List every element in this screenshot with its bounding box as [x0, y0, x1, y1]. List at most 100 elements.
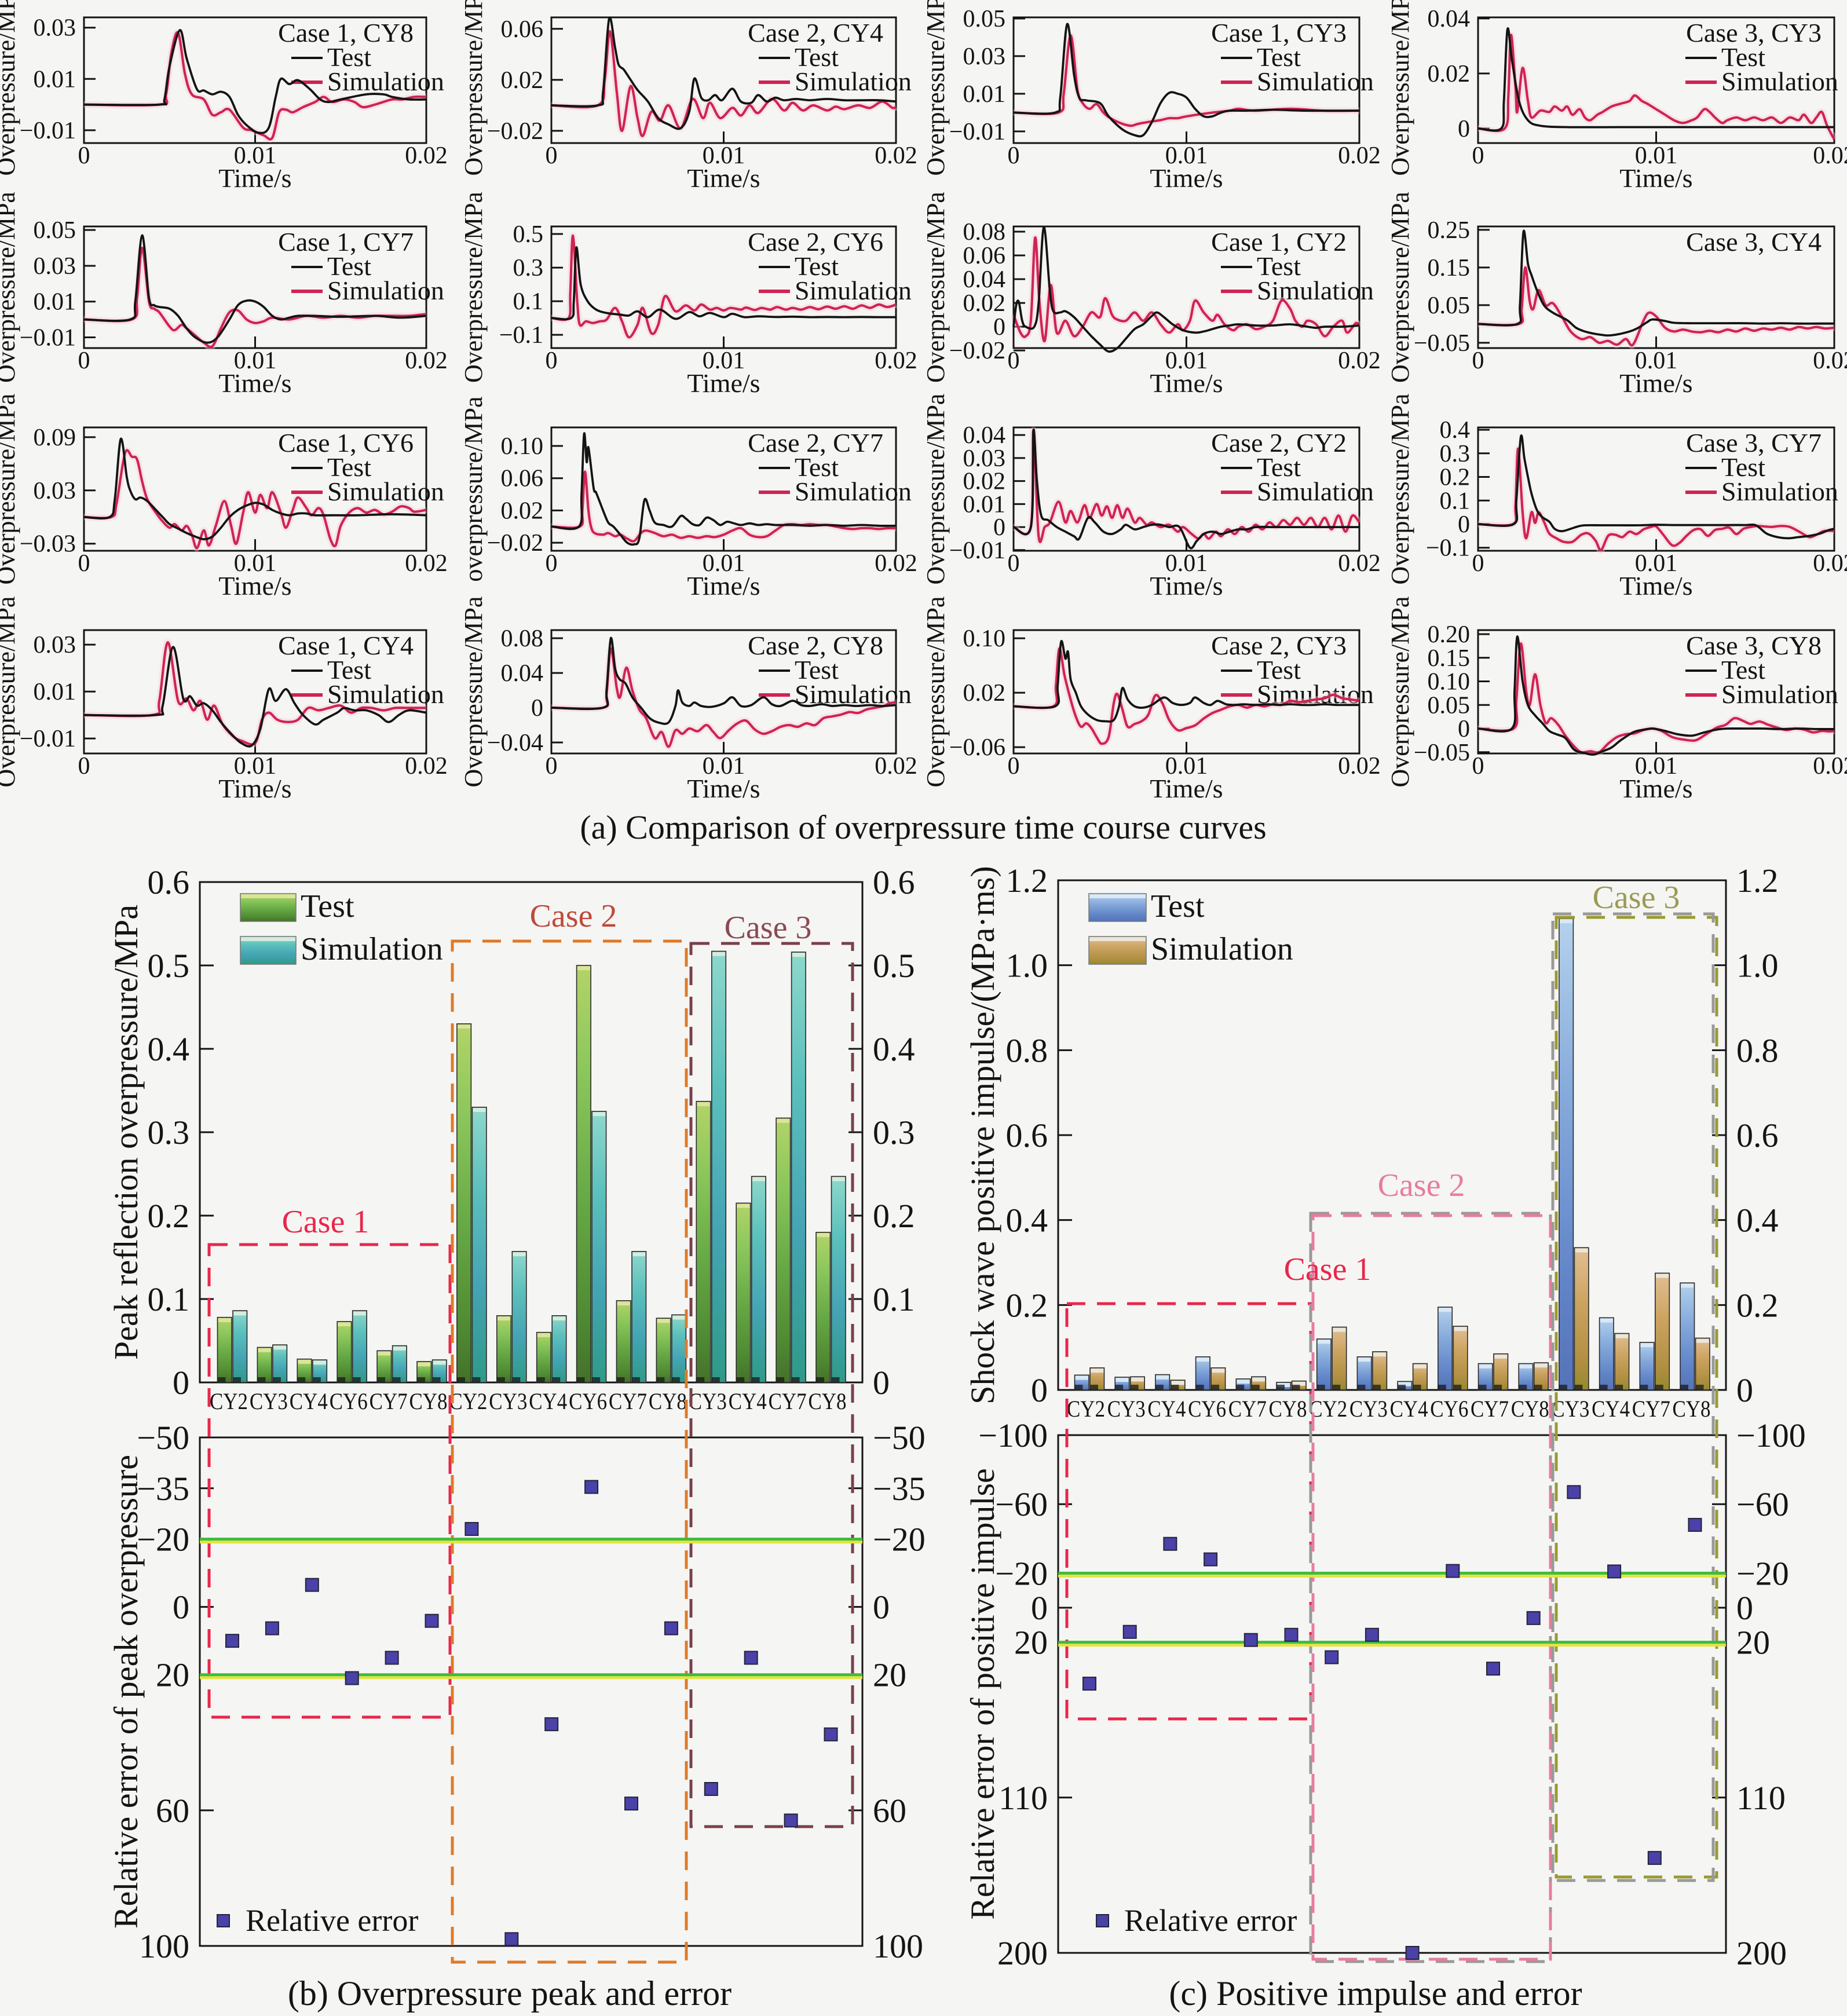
svg-text:Test: Test [327, 42, 371, 72]
svg-text:0.8: 0.8 [1006, 1031, 1048, 1069]
svg-text:Test: Test [327, 452, 371, 482]
svg-text:Simulation: Simulation [795, 67, 912, 96]
svg-text:0.15: 0.15 [1428, 255, 1471, 281]
svg-text:0: 0 [546, 142, 558, 169]
svg-text:−0.01: −0.01 [20, 118, 76, 144]
svg-text:Time/s: Time/s [687, 571, 760, 601]
svg-text:Case 1, CY3: Case 1, CY3 [1211, 18, 1347, 47]
svg-text:0.02: 0.02 [1813, 347, 1847, 374]
svg-text:−0.05: −0.05 [1414, 740, 1470, 766]
svg-text:CY8: CY8 [809, 1388, 847, 1414]
svg-text:Shock wave positive impulse/(M: Shock wave positive impulse/(MPa·ms) [964, 866, 1001, 1404]
svg-text:0.03: 0.03 [34, 632, 76, 658]
svg-text:CY2: CY2 [210, 1388, 248, 1414]
svg-text:−0.04: −0.04 [487, 730, 543, 756]
svg-text:0.02: 0.02 [1338, 142, 1381, 169]
svg-text:0.1: 0.1 [873, 1280, 915, 1318]
svg-text:0.6: 0.6 [1006, 1117, 1048, 1154]
svg-text:CY3: CY3 [250, 1388, 288, 1414]
svg-text:Case 1: Case 1 [1284, 1252, 1371, 1287]
svg-text:Test: Test [795, 251, 839, 281]
svg-text:0: 0 [546, 550, 558, 577]
svg-text:−0.05: −0.05 [1414, 330, 1470, 357]
svg-text:−0.1: −0.1 [499, 322, 543, 349]
svg-text:0.01: 0.01 [1165, 347, 1208, 374]
svg-text:Relative error of positive imp: Relative error of positive impulse [964, 1468, 1001, 1920]
svg-text:Relative error: Relative error [246, 1903, 418, 1938]
svg-text:Simulation: Simulation [795, 276, 912, 305]
svg-text:110: 110 [1736, 1779, 1786, 1817]
svg-text:Overpressure/MPa: Overpressure/MPa [1386, 0, 1414, 175]
svg-text:Overpressure/MPa: Overpressure/MPa [459, 192, 488, 383]
svg-text:Case 3, CY8: Case 3, CY8 [1686, 631, 1822, 660]
svg-text:CY6: CY6 [1430, 1396, 1468, 1422]
svg-text:1.2: 1.2 [1006, 862, 1048, 899]
svg-text:Peak reflection overpressure/M: Peak reflection overpressure/MPa [107, 905, 145, 1360]
svg-text:0.02: 0.02 [405, 550, 448, 577]
svg-text:CY6: CY6 [330, 1388, 368, 1414]
svg-text:CY3: CY3 [689, 1388, 727, 1414]
svg-text:Simulation: Simulation [327, 679, 444, 709]
svg-text:Case 2, CY7: Case 2, CY7 [748, 428, 883, 458]
svg-text:Case 1, CY6: Case 1, CY6 [278, 428, 414, 458]
svg-text:0.03: 0.03 [963, 445, 1006, 472]
svg-text:Overpressure/MPa: Overpressure/MPa [459, 597, 488, 788]
svg-text:Case 2, CY6: Case 2, CY6 [748, 227, 883, 257]
svg-text:0.2: 0.2 [1006, 1286, 1048, 1324]
svg-text:100: 100 [873, 1927, 923, 1965]
svg-text:0.06: 0.06 [501, 466, 544, 492]
svg-text:−0.01: −0.01 [20, 324, 76, 351]
svg-text:0.01: 0.01 [703, 347, 745, 374]
svg-text:0.4: 0.4 [1736, 1202, 1779, 1239]
svg-text:CY3: CY3 [489, 1388, 527, 1414]
svg-text:0: 0 [78, 550, 90, 577]
svg-text:0.2: 0.2 [148, 1197, 190, 1235]
svg-text:Case 2: Case 2 [530, 898, 617, 934]
svg-text:Overpressure/MPa: Overpressure/MPa [1386, 192, 1414, 383]
svg-text:0.08: 0.08 [501, 625, 544, 652]
svg-text:0.01: 0.01 [703, 753, 745, 780]
svg-text:0: 0 [1472, 142, 1484, 169]
svg-text:0.04: 0.04 [963, 266, 1006, 293]
svg-text:−100: −100 [978, 1417, 1048, 1454]
svg-text:Test: Test [795, 655, 839, 685]
svg-text:Time/s: Time/s [1619, 774, 1692, 803]
svg-text:0.02: 0.02 [875, 142, 917, 169]
svg-text:0.02: 0.02 [963, 680, 1006, 707]
svg-text:0: 0 [1472, 347, 1484, 374]
svg-text:0.01: 0.01 [703, 550, 745, 577]
svg-text:CY8: CY8 [649, 1388, 687, 1414]
svg-text:−0.01: −0.01 [949, 119, 1005, 145]
svg-text:Overpressure/MPa: Overpressure/MPa [921, 192, 950, 383]
svg-text:CY7: CY7 [370, 1388, 408, 1414]
svg-text:Simulation: Simulation [1257, 67, 1374, 96]
svg-text:(a) Comparison of overpressure: (a) Comparison of overpressure time cour… [580, 808, 1266, 846]
svg-text:0.01: 0.01 [1635, 142, 1678, 169]
svg-text:0.02: 0.02 [1338, 550, 1381, 577]
svg-text:Test: Test [1257, 452, 1301, 482]
svg-text:0.01: 0.01 [963, 81, 1006, 108]
svg-text:0.01: 0.01 [1165, 753, 1208, 780]
svg-text:0.02: 0.02 [405, 347, 448, 374]
svg-text:0: 0 [873, 1364, 890, 1402]
svg-text:0: 0 [1031, 1589, 1048, 1627]
svg-text:0.05: 0.05 [963, 6, 1006, 32]
svg-text:0.02: 0.02 [1813, 550, 1847, 577]
svg-text:60: 60 [873, 1792, 906, 1830]
svg-text:0: 0 [173, 1364, 189, 1402]
svg-text:0.5: 0.5 [873, 947, 915, 985]
svg-text:CY8: CY8 [409, 1388, 448, 1414]
svg-text:0.02: 0.02 [1338, 347, 1381, 374]
svg-text:Overpressure/MPa: Overpressure/MPa [921, 394, 950, 585]
svg-text:CY7: CY7 [1228, 1396, 1267, 1422]
svg-text:Test: Test [1721, 655, 1765, 685]
svg-text:0.01: 0.01 [1165, 550, 1208, 577]
svg-text:0.10: 0.10 [1428, 669, 1471, 696]
svg-text:Overpressure/MPa: Overpressure/MPa [0, 192, 20, 383]
svg-text:CY4: CY4 [729, 1388, 767, 1414]
svg-text:0.05: 0.05 [1428, 292, 1471, 319]
svg-text:60: 60 [156, 1792, 189, 1830]
svg-text:100: 100 [139, 1927, 189, 1965]
svg-text:Case 3: Case 3 [1593, 880, 1680, 916]
svg-text:CY4: CY4 [1147, 1396, 1186, 1422]
